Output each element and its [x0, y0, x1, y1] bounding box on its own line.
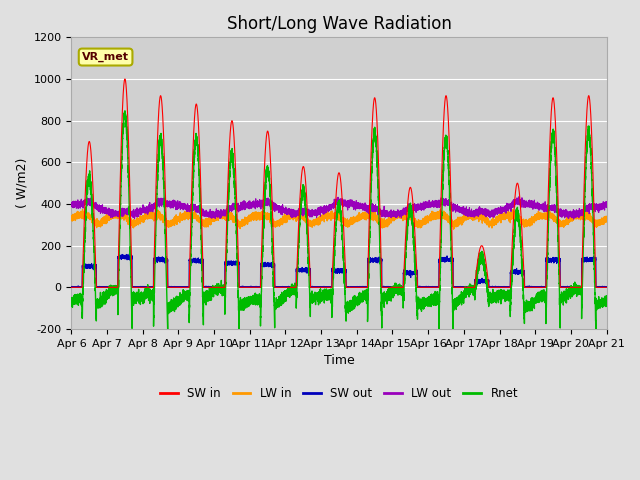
Rnet [173, 301, 180, 307]
Line: SW in: SW in [72, 79, 607, 288]
LW out [329, 201, 337, 206]
LW out [603, 204, 611, 210]
Line: Rnet: Rnet [72, 111, 607, 332]
SW out [100, 285, 108, 290]
SW out [68, 285, 76, 290]
SW out [70, 285, 77, 290]
SW in [575, 285, 582, 290]
Line: LW in: LW in [72, 209, 607, 229]
Legend: SW in, LW in, SW out, LW out, Rnet: SW in, LW in, SW out, LW out, Rnet [156, 383, 523, 405]
LW in [172, 217, 180, 223]
SW in [100, 285, 108, 290]
LW out [100, 206, 108, 212]
LW out [90, 202, 97, 207]
Rnet [121, 108, 129, 114]
Rnet [70, 301, 77, 307]
X-axis label: Time: Time [324, 354, 355, 367]
LW out [68, 203, 76, 209]
Rnet [100, 297, 108, 303]
Line: LW out: LW out [72, 197, 607, 219]
LW in [329, 212, 337, 217]
LW out [575, 211, 582, 216]
SW out [90, 264, 97, 270]
SW in [121, 76, 129, 82]
LW out [515, 194, 523, 200]
SW in [68, 285, 76, 290]
LW in [68, 215, 76, 220]
SW out [68, 284, 76, 290]
LW in [575, 210, 582, 216]
LW in [603, 215, 611, 220]
SW out [125, 251, 133, 257]
Rnet [575, 284, 582, 289]
LW in [450, 226, 458, 232]
Rnet [68, 298, 76, 303]
SW in [329, 254, 337, 260]
LW in [100, 219, 108, 225]
Rnet [592, 329, 600, 335]
Text: VR_met: VR_met [82, 52, 129, 62]
LW out [570, 216, 577, 222]
SW in [603, 285, 611, 290]
Title: Short/Long Wave Radiation: Short/Long Wave Radiation [227, 15, 451, 33]
Rnet [603, 293, 611, 299]
Y-axis label: ( W/m2): ( W/m2) [15, 158, 28, 208]
LW in [223, 206, 230, 212]
SW in [173, 285, 180, 290]
SW in [70, 285, 77, 290]
SW out [575, 284, 582, 290]
LW out [70, 201, 77, 207]
SW out [603, 285, 611, 290]
Rnet [90, 239, 97, 245]
SW out [330, 270, 337, 276]
SW in [90, 200, 97, 205]
LW in [70, 215, 77, 221]
LW in [90, 217, 97, 223]
Line: SW out: SW out [72, 254, 607, 288]
SW out [173, 285, 180, 290]
LW out [172, 202, 180, 207]
Rnet [329, 277, 337, 283]
